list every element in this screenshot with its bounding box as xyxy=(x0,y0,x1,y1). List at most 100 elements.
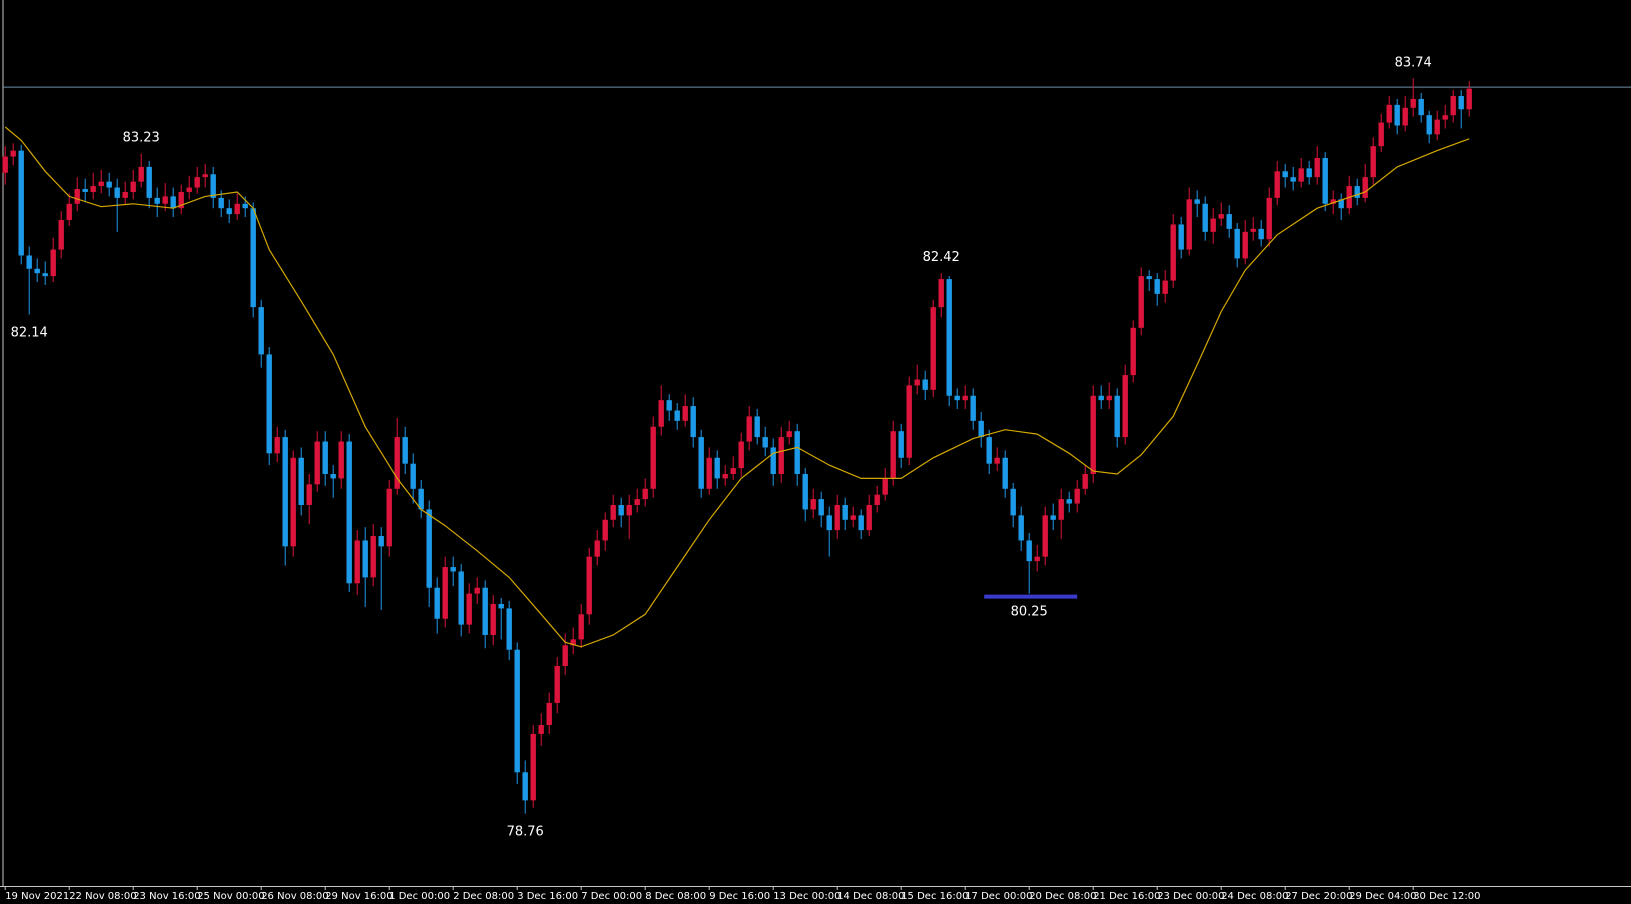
candle-body xyxy=(538,725,544,734)
x-tick-label: 19 Nov 2021 xyxy=(5,891,69,902)
moving-average xyxy=(4,126,1470,648)
candle-body xyxy=(946,279,952,396)
candle-body xyxy=(1298,168,1304,182)
candle-body xyxy=(874,494,880,506)
candle-body xyxy=(226,208,232,215)
candle-body xyxy=(522,772,528,801)
candle-body xyxy=(546,702,552,726)
candle-body xyxy=(194,177,200,188)
candle-body xyxy=(674,410,680,421)
candle-body xyxy=(450,567,456,572)
candle-body xyxy=(1266,197,1272,240)
candle-body xyxy=(354,540,360,584)
candle-body xyxy=(570,639,576,646)
x-tick-label: 7 Dec 00:00 xyxy=(581,891,642,902)
candle-body xyxy=(186,187,192,192)
candle-body xyxy=(730,468,736,475)
x-tick-label: 26 Nov 08:00 xyxy=(261,891,328,902)
candle-body xyxy=(1058,499,1064,520)
candle-body xyxy=(610,505,616,520)
x-tick-label: 17 Dec 00:00 xyxy=(965,891,1032,902)
candle-body xyxy=(954,395,960,401)
candle-body xyxy=(258,307,264,355)
candle-body xyxy=(346,441,352,584)
candle-body xyxy=(1314,158,1320,178)
candle-body xyxy=(202,174,208,178)
candle-body xyxy=(1218,214,1224,219)
candle-body xyxy=(330,474,336,479)
candle-body xyxy=(458,571,464,625)
candle-body xyxy=(170,196,176,209)
candle-body xyxy=(1442,115,1448,120)
x-tick-label: 8 Dec 08:00 xyxy=(645,891,706,902)
candle-body xyxy=(338,441,344,479)
candle-body xyxy=(394,437,400,489)
candle-body xyxy=(778,437,784,475)
candle-body xyxy=(506,608,512,650)
candle-body xyxy=(114,187,120,198)
candle-body xyxy=(810,499,816,510)
x-tick-label: 1 Dec 00:00 xyxy=(389,891,450,902)
candle-body xyxy=(378,536,384,547)
candle-body xyxy=(74,189,80,204)
candle-body xyxy=(42,273,48,277)
candle-body xyxy=(602,519,608,541)
candle-body xyxy=(690,406,696,438)
candle-body xyxy=(1274,171,1280,198)
candle-body xyxy=(1178,224,1184,250)
candle-body xyxy=(34,268,40,274)
candle-body xyxy=(1306,168,1312,178)
candle-body xyxy=(994,457,1000,464)
candle-body xyxy=(266,354,272,454)
candle-body xyxy=(146,166,152,198)
x-tick-label: 23 Dec 00:00 xyxy=(1157,891,1224,902)
candle-body xyxy=(978,420,984,438)
candle-body xyxy=(578,614,584,640)
candle-body xyxy=(962,395,968,401)
candle-body xyxy=(922,379,928,390)
candle-body xyxy=(306,484,312,506)
candle-body xyxy=(514,649,520,773)
candle-body xyxy=(1458,95,1464,110)
candle-body xyxy=(906,385,912,458)
x-tick-label: 9 Dec 16:00 xyxy=(709,891,770,902)
candle-body xyxy=(1042,515,1048,557)
x-tick-label: 29 Dec 04:00 xyxy=(1349,891,1416,902)
candle-body xyxy=(1106,395,1112,401)
candle-body xyxy=(650,426,656,489)
candle-body xyxy=(850,515,856,520)
candle-body xyxy=(914,379,920,386)
price-label: 82.14 xyxy=(11,326,48,341)
candle-body xyxy=(282,437,288,547)
candle-body xyxy=(1010,488,1016,516)
candle-body xyxy=(1074,488,1080,504)
candle-body xyxy=(1282,171,1288,178)
candle-body xyxy=(482,587,488,635)
candle-body xyxy=(410,463,416,489)
candle-body xyxy=(1322,158,1328,204)
candle-body xyxy=(834,505,840,531)
candle-body xyxy=(738,441,744,469)
candle-body xyxy=(98,181,104,187)
x-tick-label: 2 Dec 08:00 xyxy=(453,891,514,902)
candle-body xyxy=(1466,88,1472,110)
candle-body xyxy=(1210,218,1216,232)
candle-body xyxy=(626,505,632,516)
candle-body xyxy=(1114,395,1120,438)
x-tick-label: 14 Dec 08:00 xyxy=(837,891,904,902)
candle-body xyxy=(82,189,88,192)
candle-body xyxy=(1050,515,1056,520)
candle-body xyxy=(242,203,248,209)
candle-body xyxy=(586,556,592,615)
candle-body xyxy=(138,166,144,182)
candle-body xyxy=(634,499,640,506)
x-tick-label: 21 Dec 16:00 xyxy=(1093,891,1160,902)
candle-body xyxy=(722,474,728,479)
candle-body xyxy=(882,478,888,495)
candle-body xyxy=(466,593,472,625)
candle-body xyxy=(1002,457,1008,489)
candle-body xyxy=(426,509,432,588)
candle-body xyxy=(1138,276,1144,328)
candle-body xyxy=(50,249,56,277)
